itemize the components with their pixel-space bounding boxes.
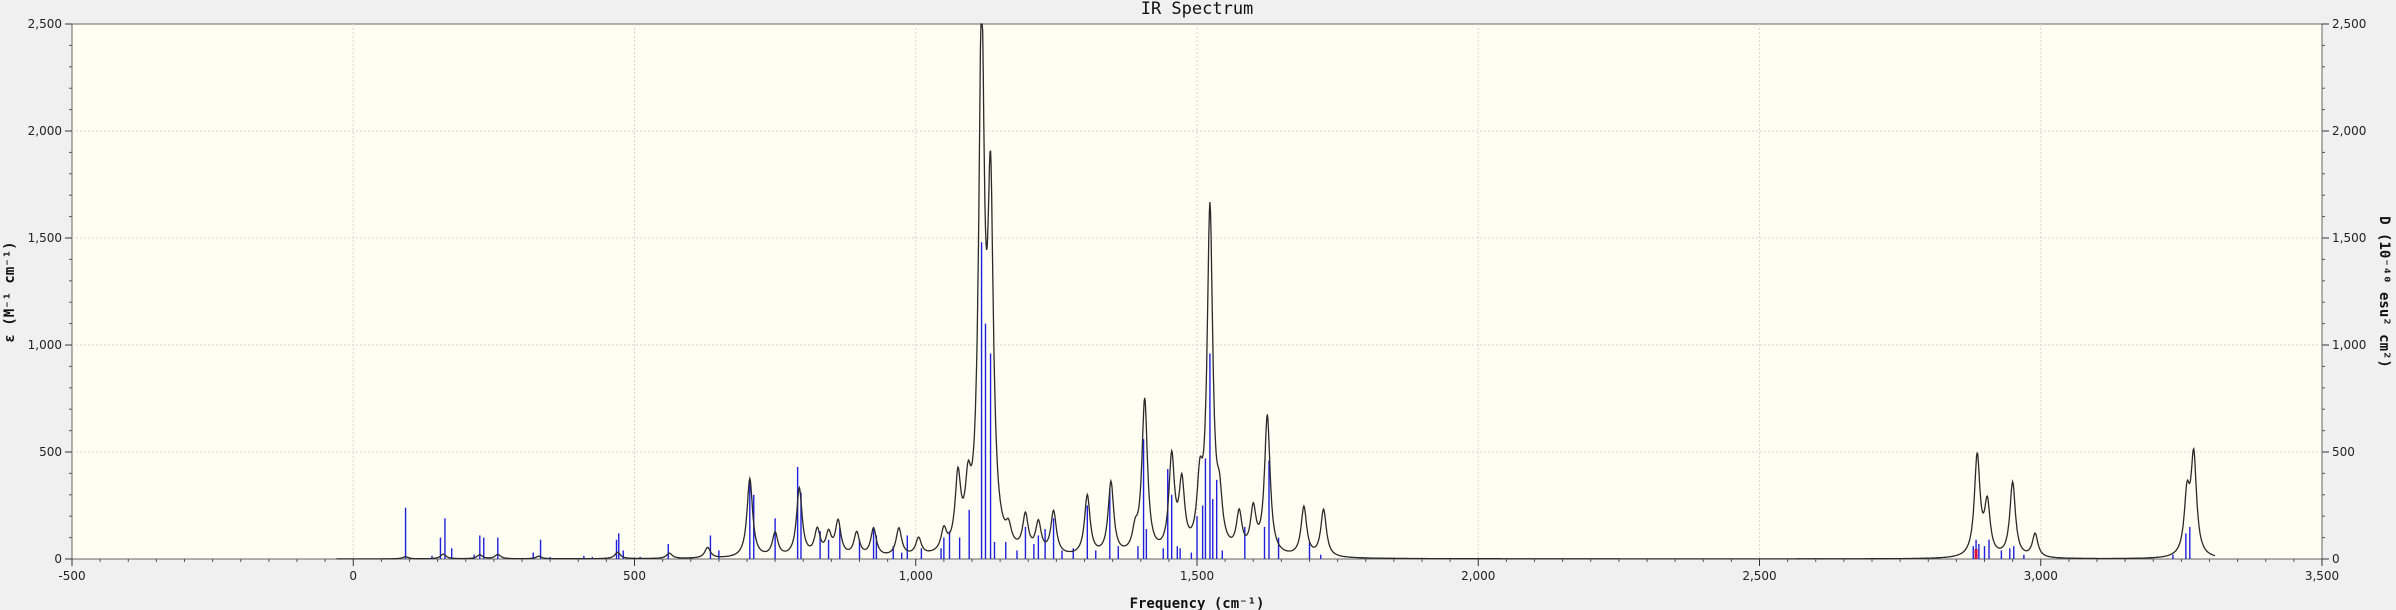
x-tick-label: 3,500 bbox=[2305, 569, 2339, 583]
y-axis-left-title: ε (M⁻¹ cm⁻¹) bbox=[2, 241, 18, 342]
y-axis-right-title: D (10⁻⁴⁰ esu² cm²) bbox=[2376, 216, 2392, 368]
x-tick-label: 2,000 bbox=[1461, 569, 1495, 583]
y-left-tick-label: 0 bbox=[54, 552, 62, 566]
y-right-tick-label: 2,500 bbox=[2332, 17, 2366, 31]
x-tick-label: -500 bbox=[58, 569, 85, 583]
y-right-tick-label: 0 bbox=[2332, 552, 2340, 566]
y-right-tick-label: 1,000 bbox=[2332, 338, 2366, 352]
y-right-tick-label: 2,000 bbox=[2332, 124, 2366, 138]
chart-title: IR Spectrum bbox=[1141, 0, 1254, 19]
y-right-tick-label: 1,500 bbox=[2332, 231, 2366, 245]
spectrum-line bbox=[336, 23, 2216, 560]
x-tick-label: 1,000 bbox=[899, 569, 933, 583]
y-left-tick-label: 2,500 bbox=[28, 17, 62, 31]
grid-lines bbox=[72, 24, 2322, 559]
y-left-tick-label: 1,000 bbox=[28, 338, 62, 352]
y-left-tick-label: 2,000 bbox=[28, 124, 62, 138]
y-left-tick-label: 1,500 bbox=[28, 231, 62, 245]
x-tick-label: 1,500 bbox=[1180, 569, 1214, 583]
x-tick-label: 0 bbox=[349, 569, 357, 583]
stick-series bbox=[404, 242, 2191, 559]
x-tick-label: 2,500 bbox=[1742, 569, 1776, 583]
axes: -500 0 500 1,000 1,500 2,000 2,500 3,000 3,500 0 0… bbox=[28, 17, 2367, 583]
x-axis-title: Frequency (cm⁻¹) bbox=[1130, 596, 1265, 610]
x-tick-label: 3,000 bbox=[2024, 569, 2058, 583]
y-right-tick-label: 500 bbox=[2332, 445, 2355, 459]
x-tick-label: 500 bbox=[623, 569, 646, 583]
y-left-tick-label: 500 bbox=[39, 445, 62, 459]
